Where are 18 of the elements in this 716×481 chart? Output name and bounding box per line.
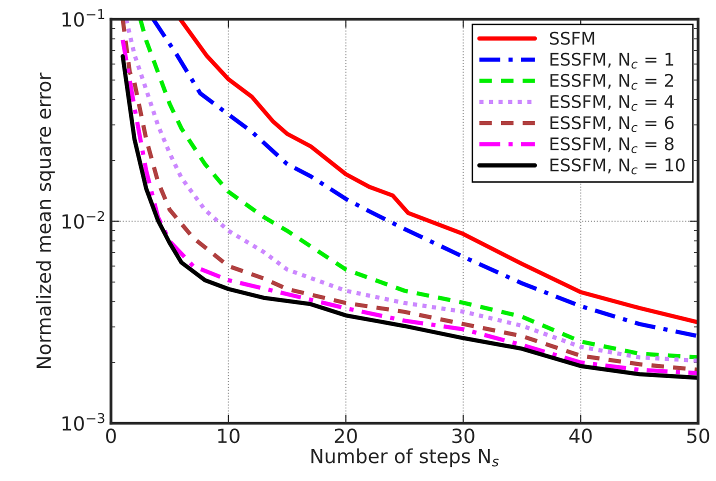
y-tick-label: 10$^{−2}$ xyxy=(62,210,104,229)
y-tick-label: 10$^{−1}$ xyxy=(62,9,104,27)
x-tick-label: 0 xyxy=(106,428,116,444)
legend-label: ESSFM, N$_{c}$ = 1 xyxy=(550,52,674,69)
legend-label: SSFM xyxy=(550,32,594,45)
x-tick-label: 50 xyxy=(687,428,710,444)
legend-label: ESSFM, N$_{c}$ = 2 xyxy=(550,74,674,90)
x-tick-label: 40 xyxy=(569,428,592,444)
legend-label: ESSFM, N$_{c}$ = 4 xyxy=(550,94,674,111)
y-axis-title: Normalized mean square error xyxy=(36,72,55,368)
legend-label: ESSFM, N$_{c}$ = 10 xyxy=(550,158,685,174)
legend-label: ESSFM, N$_{c}$ = 6 xyxy=(550,116,674,132)
x-tick-label: 20 xyxy=(334,428,357,444)
x-tick-label: 10 xyxy=(218,428,240,444)
x-axis-title: Number of steps N$_{s}$ xyxy=(311,448,499,468)
legend-label: ESSFM, N$_{c}$ = 8 xyxy=(550,137,674,154)
x-tick-label: 30 xyxy=(452,428,474,444)
y-tick-label: 10$^{−3}$ xyxy=(62,412,104,431)
